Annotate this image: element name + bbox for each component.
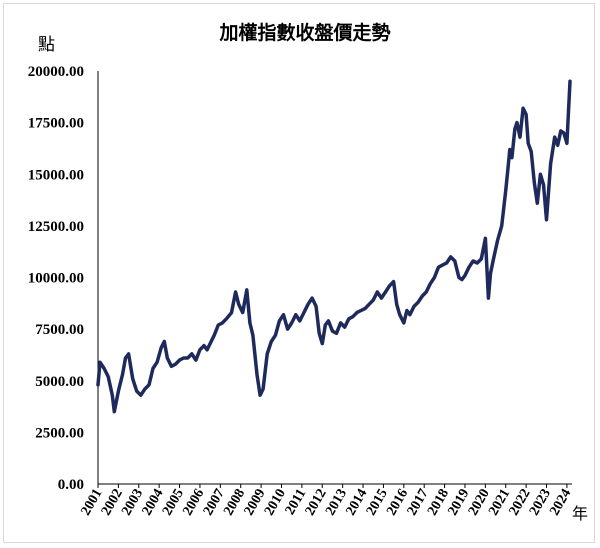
x-tick-label: 2002 — [99, 487, 126, 519]
y-tick-label: 2500.00 — [35, 425, 84, 441]
series-lines — [96, 79, 572, 414]
x-tick-label: 2006 — [180, 487, 207, 519]
x-tick-labels: 2001200220032004200520062007200820092010… — [78, 484, 574, 518]
x-tick-label: 2007 — [201, 487, 228, 519]
y-tick-label: 17500.00 — [28, 116, 84, 132]
x-tick-label: 2010 — [262, 487, 289, 519]
x-tick-label: 2024 — [547, 487, 574, 519]
x-tick-label: 2018 — [425, 487, 452, 519]
x-tick-label: 2009 — [242, 487, 269, 519]
x-tick-label: 2004 — [140, 487, 167, 519]
x-tick-label: 2013 — [323, 487, 350, 519]
y-tick-label: 0.00 — [58, 477, 84, 493]
series-line-taiex — [96, 79, 572, 414]
x-tick-label: 2003 — [119, 487, 146, 519]
y-tick-label: 15000.00 — [28, 167, 84, 183]
x-tick-label: 2015 — [364, 487, 391, 519]
y-tick-label: 10000.00 — [28, 271, 84, 287]
chart-frame — [3, 3, 595, 543]
y-axis-unit-label: 點 — [38, 35, 55, 55]
y-tick-labels: 0.00 2500.00 5000.00 7500.00 10000.00 12500.0… — [28, 64, 84, 493]
x-tick-label: 2017 — [405, 487, 432, 519]
x-tick-label: 2020 — [466, 487, 493, 519]
y-tick-label: 7500.00 — [35, 322, 84, 338]
x-tick-label: 2021 — [486, 487, 513, 519]
x-axis-unit-label: 年 — [572, 504, 589, 523]
x-tick-label: 2022 — [507, 487, 534, 519]
x-tick-label: 2012 — [303, 487, 330, 519]
y-tick-label: 20000.00 — [28, 64, 84, 80]
x-tick-label: 2008 — [221, 487, 248, 519]
x-tick-label: 2016 — [384, 487, 411, 519]
y-tick-label: 12500.00 — [28, 219, 84, 235]
x-tick-label: 2005 — [160, 487, 187, 519]
y-tick-label: 5000.00 — [35, 374, 84, 390]
chart-title: 加權指數收盤價走勢 — [219, 22, 391, 44]
x-tick-label: 2014 — [344, 487, 371, 519]
x-tick-label: 2023 — [527, 487, 554, 519]
x-tick-label: 2019 — [445, 487, 472, 519]
axes — [97, 71, 572, 485]
